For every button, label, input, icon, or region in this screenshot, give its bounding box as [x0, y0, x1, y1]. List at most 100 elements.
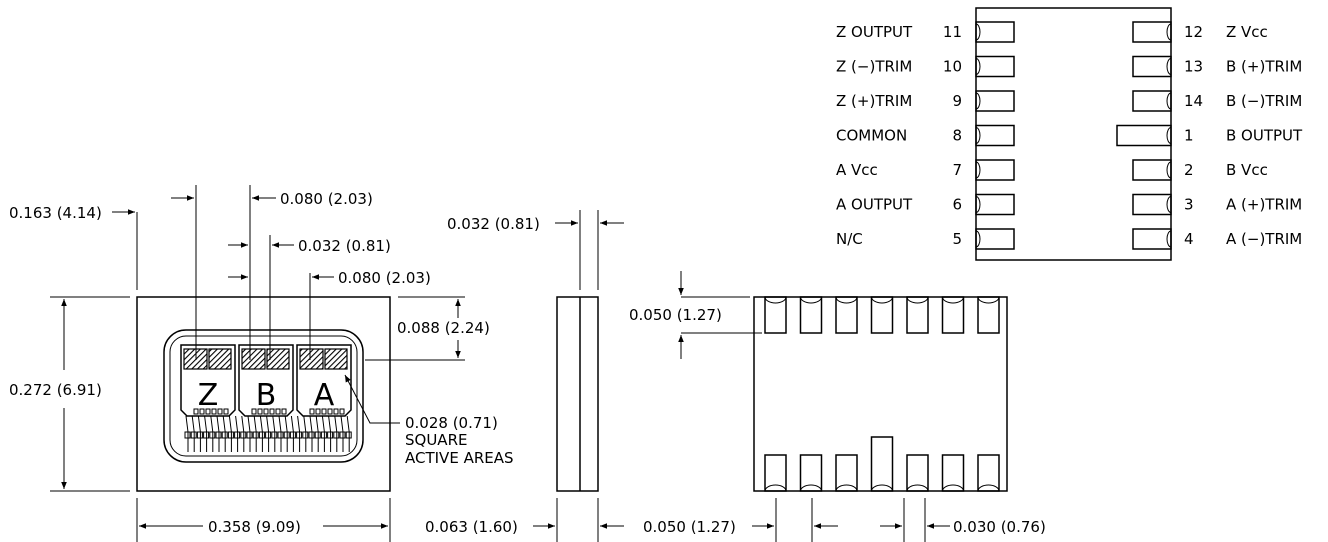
active-area-a1	[299, 348, 324, 370]
pin-name-right: B (+)TRIM	[1226, 58, 1302, 76]
pin-name-left: A Vcc	[836, 161, 878, 179]
chip-letter-b: B	[256, 378, 277, 413]
dim-side-thickness: 0.063 (1.60)	[425, 518, 518, 536]
dim-top-offset: 0.163 (4.14)	[9, 204, 102, 222]
pin-pad-right	[1132, 90, 1172, 112]
bond-wire	[266, 415, 270, 452]
pin-number-left: 9	[952, 92, 962, 110]
pin-notch	[1166, 196, 1172, 213]
lead-notch	[835, 296, 858, 304]
side-body	[556, 296, 599, 492]
pin-name-right: B Vcc	[1226, 161, 1268, 179]
dim-row-height: 0.088 (2.24)	[397, 319, 490, 337]
pin-notch	[1166, 58, 1172, 75]
pin-pad-left	[975, 193, 1015, 216]
bond-pad	[339, 408, 345, 415]
pin-notch	[975, 92, 981, 110]
pin-pad-left	[975, 21, 1015, 43]
pin-number-left: 5	[952, 230, 962, 248]
bond-pad	[257, 408, 263, 415]
lead-notch	[977, 484, 1000, 492]
chip-a: A	[296, 344, 352, 417]
bond-wire	[222, 415, 226, 452]
bond-wire	[191, 415, 195, 452]
pin-name-left: N/C	[836, 230, 863, 248]
lead-notch	[977, 296, 1000, 304]
package-outline	[136, 296, 391, 492]
lead-notch	[906, 484, 929, 492]
pin-name-left: Z (+)TRIM	[836, 92, 912, 110]
pin-pad-right	[1132, 228, 1172, 250]
pin-number-left: 11	[943, 23, 962, 41]
pin-number-right: 14	[1184, 92, 1203, 110]
bond-pad	[275, 408, 281, 415]
lead-top	[906, 296, 929, 334]
pin-number-left: 7	[952, 161, 962, 179]
chip-z: Z	[180, 344, 236, 417]
pinout-diagram: Z OUTPUT 11 Z (−)TRIM 10 Z (+)TRIM 9 COMMON 8 A …	[836, 7, 1303, 261]
lead-notch	[764, 296, 787, 304]
lead-bottom	[977, 454, 1000, 492]
pin-notch	[975, 58, 981, 75]
pin-name-left: A OUTPUT	[836, 196, 913, 214]
bond-pad	[269, 408, 275, 415]
bond-wire	[284, 415, 288, 452]
bond-pad	[281, 408, 287, 415]
pin-number-right: 4	[1184, 230, 1194, 248]
pin-number-right: 2	[1184, 161, 1194, 179]
pinout-right: 12 Z Vcc 13 B (+)TRIM 14 B (−)TRIM 1 B OUTPUT 2 B…	[1116, 21, 1303, 250]
dim-lead-pitch: 0.050 (1.27)	[643, 518, 736, 536]
pin-number-right: 3	[1184, 196, 1194, 214]
lead-bottom	[799, 454, 823, 492]
pin-pad-right	[1132, 159, 1172, 181]
pin-notch	[1166, 23, 1172, 41]
pin-number-right: 13	[1184, 58, 1203, 76]
pinout-left: Z OUTPUT 11 Z (−)TRIM 10 Z (+)TRIM 9 COMMON 8 A …	[836, 21, 1015, 250]
pin-notch	[1166, 161, 1172, 179]
bond-wires	[185, 415, 350, 452]
bond-wire	[247, 415, 251, 452]
pin-name-left: Z OUTPUT	[836, 23, 913, 41]
bond-wire	[259, 415, 263, 452]
pin-notch	[1166, 127, 1172, 144]
window-outline	[163, 329, 364, 463]
pin-notch	[1166, 230, 1172, 248]
pinout-body	[975, 7, 1172, 261]
lead-notch	[906, 296, 929, 304]
bond-pad	[205, 408, 211, 415]
lead-top	[870, 296, 894, 334]
dim-active-area-3: ACTIVE AREAS	[405, 449, 514, 467]
dim-lead-width: 0.030 (0.76)	[953, 518, 1046, 536]
chip-letter-a: A	[314, 378, 335, 413]
bottom-view: 0.050 (1.27) 0.050 (1.27) 0.030 (0.76)	[629, 271, 1046, 542]
bond-wire	[210, 415, 214, 452]
dim-pitch-b: 0.080 (2.03)	[338, 269, 431, 287]
bond-wire	[328, 415, 332, 452]
pin-notch	[975, 127, 981, 144]
pin-number-left: 8	[952, 127, 962, 145]
bond-pad	[223, 408, 229, 415]
lead-bottom	[906, 454, 929, 492]
dim-width: 0.358 (9.09)	[208, 518, 301, 536]
lead-top	[799, 296, 823, 334]
bond-pad	[333, 408, 339, 415]
dim-active-width: 0.032 (0.81)	[298, 237, 391, 255]
pin-number-right: 1	[1184, 127, 1194, 145]
bond-wire	[241, 415, 245, 452]
lead-notch	[871, 484, 893, 492]
side-view: 0.032 (0.81) 0.063 (1.60)	[425, 210, 624, 542]
bond-pad	[251, 408, 257, 415]
bond-wire	[290, 415, 294, 452]
bond-wire	[309, 415, 313, 452]
pin-pad-right	[1132, 21, 1172, 43]
bond-wire	[321, 415, 325, 452]
extension-lines	[50, 185, 465, 542]
bond-pad	[327, 408, 333, 415]
pin-name-right: Z Vcc	[1226, 23, 1268, 41]
lead-bottom	[941, 454, 965, 492]
lead-top	[835, 296, 858, 334]
pin-name-right: A (+)TRIM	[1226, 196, 1302, 214]
lead-notch	[942, 484, 964, 492]
lead-top	[764, 296, 787, 334]
